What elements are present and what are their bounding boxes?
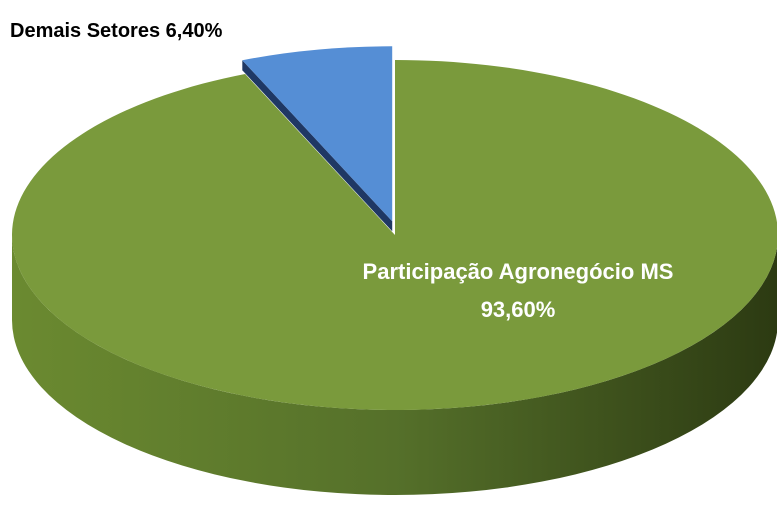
category-label: Demais Setores bbox=[10, 20, 160, 42]
pie-slice bbox=[242, 46, 393, 222]
value-label: 6,40% bbox=[166, 20, 223, 42]
value-label: 93,60% bbox=[481, 297, 556, 322]
pie-slice bbox=[12, 60, 777, 410]
category-label: Participação Agronegócio MS bbox=[363, 259, 674, 284]
slice-label: Demais Setores 6,40% bbox=[10, 20, 223, 42]
slice-side bbox=[12, 235, 777, 495]
pie bbox=[12, 46, 777, 495]
slice-edge bbox=[242, 60, 393, 232]
